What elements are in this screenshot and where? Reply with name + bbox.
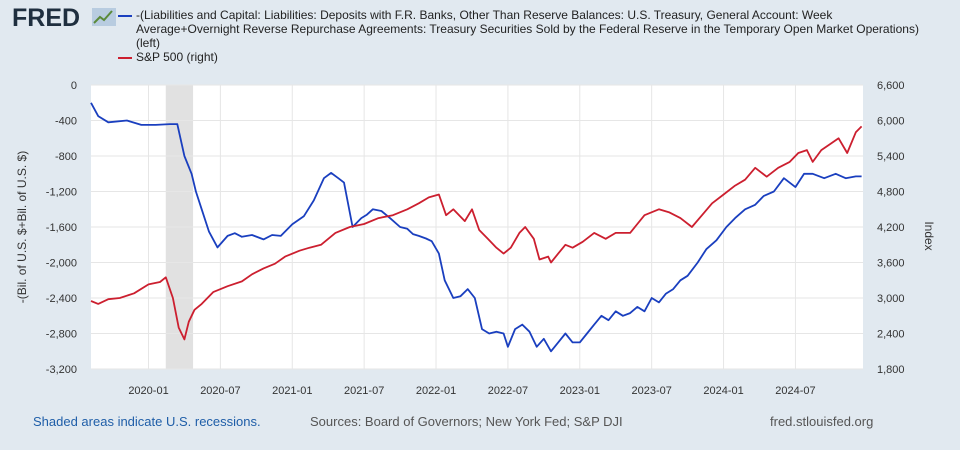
sources-text: Sources: Board of Governors; New York Fe…: [310, 414, 623, 429]
x-tick-label: 2021-07: [344, 385, 384, 397]
y-left-tick-label: -1,600: [46, 222, 77, 234]
y-right-tick-label: 6,000: [877, 116, 905, 128]
fred-logo[interactable]: FRED: [12, 4, 81, 32]
chart-legend: -(Liabilities and Capital: Liabilities: …: [118, 8, 938, 64]
y-right-tick-label: 2,400: [877, 329, 905, 341]
y-right-tick-label: 1,800: [877, 364, 905, 376]
legend-entry-treasury-rrp[interactable]: -(Liabilities and Capital: Liabilities: …: [118, 8, 938, 50]
legend-label: S&P 500 (right): [136, 50, 218, 64]
y-left-tick-label: 0: [71, 80, 77, 92]
x-tick-label: 2020-07: [200, 385, 240, 397]
x-tick-label: 2024-07: [775, 385, 815, 397]
y-right-tick-label: 6,600: [877, 80, 905, 92]
x-tick-label: 2021-01: [272, 385, 312, 397]
series-line-right: [90, 125, 863, 341]
y-right-tick-label: 3,600: [877, 258, 905, 270]
legend-label: -(Liabilities and Capital: Liabilities: …: [136, 8, 919, 50]
y-left-tick-label: -400: [55, 116, 77, 128]
recession-band: [165, 85, 194, 369]
y-right-tick-label: 4,200: [877, 222, 905, 234]
site-url[interactable]: fred.stlouisfed.org: [770, 414, 874, 429]
x-tick-label: 2023-07: [631, 385, 671, 397]
y-right-tick-label: 5,400: [877, 151, 905, 163]
y-left-tick-label: -2,800: [46, 329, 77, 341]
legend-swatch-red: [118, 57, 132, 59]
y-right-axis-label: Index: [922, 221, 936, 250]
legend-swatch-blue: [118, 15, 132, 17]
x-tick-label: 2023-01: [560, 385, 600, 397]
recession-note-link[interactable]: Shaded areas indicate U.S. recessions.: [33, 414, 261, 429]
y-left-tick-label: -1,200: [46, 187, 77, 199]
y-left-tick-label: -2,000: [46, 258, 77, 270]
y-left-axis-label: -(Bil. of U.S. $+Bil. of U.S. $): [15, 151, 29, 303]
y-right-tick-label: 4,800: [877, 187, 905, 199]
series-line-left: [90, 102, 862, 353]
plot-area: [91, 85, 863, 369]
x-tick-label: 2022-01: [416, 385, 456, 397]
y-left-tick-label: -2,400: [46, 293, 77, 305]
x-tick-label: 2022-07: [488, 385, 528, 397]
y-left-tick-label: -3,200: [46, 364, 77, 376]
y-right-tick-label: 3,000: [877, 293, 905, 305]
fred-chart-line-icon: [92, 8, 116, 26]
x-tick-label: 2020-01: [128, 385, 168, 397]
legend-entry-sp500[interactable]: S&P 500 (right): [118, 50, 938, 64]
x-tick-label: 2024-01: [703, 385, 743, 397]
y-left-tick-label: -800: [55, 151, 77, 163]
